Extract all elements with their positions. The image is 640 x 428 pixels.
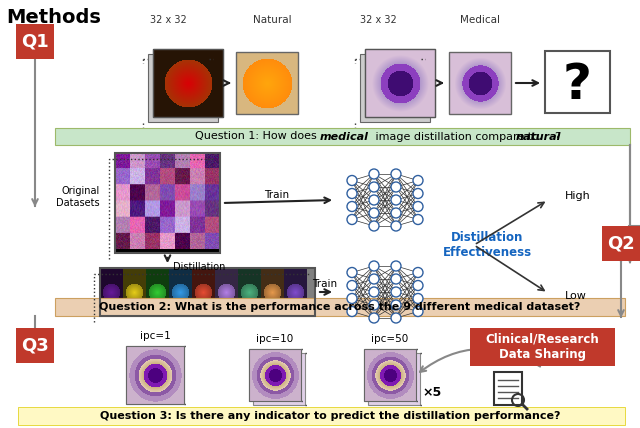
Circle shape [369,261,379,271]
Circle shape [369,169,379,179]
Circle shape [347,188,357,199]
Circle shape [413,294,423,303]
Circle shape [413,306,423,316]
Text: medical: medical [320,131,369,142]
Circle shape [369,195,379,205]
Bar [16,328,54,363]
Text: Original
Datasets: Original Datasets [56,186,100,208]
Bar [449,52,511,114]
Circle shape [369,274,379,284]
Circle shape [413,268,423,277]
Text: Q1: Q1 [21,33,49,51]
Bar [249,349,301,401]
Circle shape [391,182,401,192]
Bar [364,349,416,401]
Bar [16,24,54,59]
Bar [602,226,640,261]
Text: ?: ? [563,61,592,109]
Text: Question 2: What is the performance across the 9 different medical dataset?: Question 2: What is the performance acro… [99,302,580,312]
Circle shape [369,287,379,297]
Text: Q2: Q2 [607,235,635,253]
Text: ×5: ×5 [422,386,442,399]
Circle shape [413,188,423,199]
Circle shape [391,300,401,310]
Circle shape [347,280,357,291]
Text: ipc=10: ipc=10 [257,334,294,344]
Bar [55,298,625,316]
Circle shape [347,294,357,303]
Bar [470,328,615,366]
Circle shape [391,261,401,271]
Bar [18,407,625,425]
Bar [364,349,416,401]
Text: Distillation: Distillation [173,262,225,272]
Bar [126,346,184,404]
Circle shape [369,313,379,323]
Circle shape [391,313,401,323]
Bar [494,372,522,405]
Bar [365,49,435,117]
Text: Medical: Medical [460,15,500,25]
Text: Clinical/Research
Data Sharing: Clinical/Research Data Sharing [486,333,600,361]
Text: ipc=1: ipc=1 [140,331,170,341]
Bar [236,52,298,114]
Circle shape [347,202,357,211]
Text: 32 x 32: 32 x 32 [150,15,186,25]
Circle shape [369,208,379,218]
Text: Natural: Natural [253,15,292,25]
Bar [55,128,630,145]
Circle shape [347,214,357,225]
Bar [126,346,184,404]
Circle shape [391,169,401,179]
Bar [100,268,315,316]
Text: natural: natural [516,131,561,142]
Circle shape [413,214,423,225]
Text: Question 3: Is there any indicator to predict the distillation performance?: Question 3: Is there any indicator to pr… [100,411,560,421]
Text: Methods: Methods [6,8,101,27]
Bar [153,49,223,117]
Text: ipc=50: ipc=50 [371,334,408,344]
Text: Train: Train [312,279,337,289]
Circle shape [369,221,379,231]
Text: Distillation
Effectiveness: Distillation Effectiveness [442,231,532,259]
Text: Low: Low [565,291,587,301]
Text: ?: ? [554,131,560,142]
Circle shape [369,182,379,192]
Bar [360,54,430,122]
Circle shape [347,268,357,277]
Bar [253,353,305,405]
Circle shape [347,306,357,316]
Circle shape [391,195,401,205]
Text: image distillation compare to: image distillation compare to [372,131,542,142]
Bar [115,153,220,253]
Bar [545,51,610,113]
Circle shape [391,274,401,284]
Text: Train: Train [264,190,289,200]
Bar [249,349,301,401]
Text: Q3: Q3 [21,336,49,354]
Circle shape [413,280,423,291]
Circle shape [391,287,401,297]
Circle shape [347,175,357,185]
Circle shape [413,175,423,185]
Circle shape [391,208,401,218]
Circle shape [391,221,401,231]
Bar [365,49,435,117]
Circle shape [369,300,379,310]
Bar [148,54,218,122]
Circle shape [413,202,423,211]
Bar [153,49,223,117]
Text: High: High [565,191,591,201]
Text: 32 x 32: 32 x 32 [360,15,396,25]
Bar [368,353,420,405]
Text: Question 1: How does: Question 1: How does [195,131,320,142]
